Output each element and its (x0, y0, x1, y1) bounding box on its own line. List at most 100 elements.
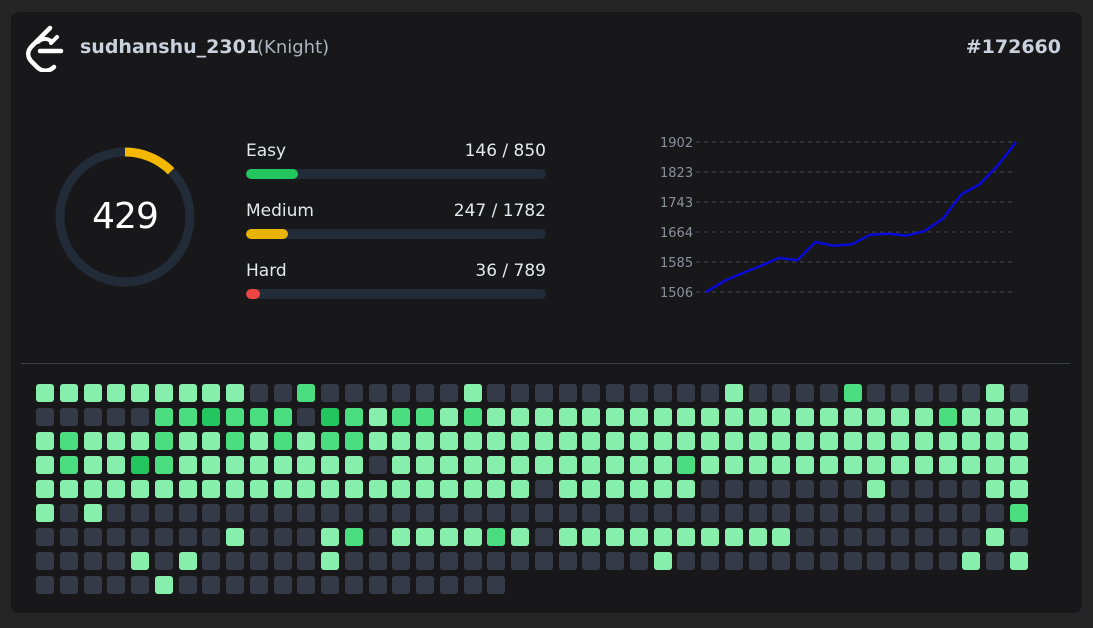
heatmap-cell[interactable] (701, 432, 719, 450)
heatmap-cell[interactable] (534, 528, 553, 546)
heatmap-cell[interactable] (558, 552, 577, 570)
heatmap-cell[interactable] (677, 408, 696, 426)
heatmap-cell[interactable] (226, 480, 244, 498)
heatmap-cell[interactable] (202, 384, 221, 402)
heatmap-cell[interactable] (1009, 432, 1028, 450)
heatmap-cell[interactable] (914, 456, 933, 474)
heatmap-cell[interactable] (558, 456, 577, 474)
heatmap-cell[interactable] (202, 552, 221, 570)
heatmap-cell[interactable] (249, 552, 268, 570)
heatmap-cell[interactable] (36, 408, 54, 426)
heatmap-cell[interactable] (368, 552, 387, 570)
heatmap-cell[interactable] (962, 408, 981, 426)
heatmap-cell[interactable] (653, 528, 672, 546)
heatmap-cell[interactable] (416, 552, 434, 570)
heatmap-cell[interactable] (867, 504, 886, 522)
heatmap-cell[interactable] (463, 576, 482, 594)
heatmap-cell[interactable] (701, 528, 719, 546)
heatmap-cell[interactable] (914, 504, 933, 522)
heatmap-cell[interactable] (154, 576, 173, 594)
heatmap-cell[interactable] (368, 456, 387, 474)
heatmap-cell[interactable] (392, 456, 411, 474)
heatmap-cell[interactable] (629, 504, 648, 522)
heatmap-cell[interactable] (1009, 552, 1028, 570)
heatmap-cell[interactable] (131, 432, 149, 450)
heatmap-cell[interactable] (59, 480, 78, 498)
heatmap-cell[interactable] (487, 504, 506, 522)
heatmap-cell[interactable] (463, 552, 482, 570)
heatmap-cell[interactable] (606, 384, 624, 402)
heatmap-cell[interactable] (368, 408, 387, 426)
heatmap-cell[interactable] (202, 528, 221, 546)
heatmap-cell[interactable] (914, 480, 933, 498)
heatmap-cell[interactable] (368, 432, 387, 450)
heatmap-cell[interactable] (249, 504, 268, 522)
heatmap-cell[interactable] (701, 552, 719, 570)
heatmap-cell[interactable] (962, 456, 981, 474)
heatmap-cell[interactable] (392, 384, 411, 402)
heatmap-cell[interactable] (843, 528, 862, 546)
heatmap-cell[interactable] (677, 456, 696, 474)
heatmap-cell[interactable] (724, 528, 743, 546)
heatmap-cell[interactable] (867, 528, 886, 546)
heatmap-cell[interactable] (368, 384, 387, 402)
heatmap-cell[interactable] (938, 480, 957, 498)
heatmap-cell[interactable] (1009, 528, 1028, 546)
heatmap-cell[interactable] (83, 384, 102, 402)
heatmap-cell[interactable] (606, 504, 624, 522)
heatmap-cell[interactable] (843, 456, 862, 474)
heatmap-cell[interactable] (226, 552, 244, 570)
heatmap-cell[interactable] (249, 432, 268, 450)
heatmap-cell[interactable] (606, 408, 624, 426)
heatmap-cell[interactable] (487, 456, 506, 474)
heatmap-cell[interactable] (392, 432, 411, 450)
heatmap-cell[interactable] (796, 456, 814, 474)
heatmap-cell[interactable] (867, 432, 886, 450)
heatmap-cell[interactable] (629, 456, 648, 474)
heatmap-cell[interactable] (178, 456, 197, 474)
heatmap-cell[interactable] (321, 528, 339, 546)
heatmap-cell[interactable] (463, 456, 482, 474)
heatmap-cell[interactable] (582, 528, 601, 546)
heatmap-cell[interactable] (724, 480, 743, 498)
heatmap-cell[interactable] (154, 504, 173, 522)
heatmap-cell[interactable] (416, 504, 434, 522)
heatmap-cell[interactable] (772, 384, 791, 402)
heatmap-cell[interactable] (582, 456, 601, 474)
heatmap-cell[interactable] (202, 504, 221, 522)
heatmap-cell[interactable] (534, 408, 553, 426)
heatmap-cell[interactable] (653, 552, 672, 570)
heatmap-cell[interactable] (83, 432, 102, 450)
heatmap-cell[interactable] (558, 504, 577, 522)
heatmap-cell[interactable] (938, 528, 957, 546)
heatmap-cell[interactable] (83, 408, 102, 426)
heatmap-cell[interactable] (772, 408, 791, 426)
heatmap-cell[interactable] (772, 480, 791, 498)
heatmap-cell[interactable] (748, 528, 767, 546)
heatmap-cell[interactable] (344, 384, 363, 402)
heatmap-cell[interactable] (558, 528, 577, 546)
heatmap-cell[interactable] (914, 408, 933, 426)
heatmap-cell[interactable] (178, 432, 197, 450)
heatmap-cell[interactable] (321, 552, 339, 570)
heatmap-cell[interactable] (1009, 480, 1028, 498)
heatmap-cell[interactable] (891, 384, 909, 402)
heatmap-cell[interactable] (439, 504, 458, 522)
heatmap-cell[interactable] (558, 480, 577, 498)
heatmap-cell[interactable] (677, 552, 696, 570)
heatmap-cell[interactable] (178, 552, 197, 570)
heatmap-cell[interactable] (59, 552, 78, 570)
heatmap-cell[interactable] (107, 408, 126, 426)
heatmap-cell[interactable] (297, 552, 316, 570)
heatmap-cell[interactable] (653, 384, 672, 402)
heatmap-cell[interactable] (914, 528, 933, 546)
heatmap-cell[interactable] (344, 408, 363, 426)
heatmap-cell[interactable] (534, 456, 553, 474)
heatmap-cell[interactable] (558, 432, 577, 450)
heatmap-cell[interactable] (321, 504, 339, 522)
heatmap-cell[interactable] (772, 432, 791, 450)
heatmap-cell[interactable] (748, 504, 767, 522)
heatmap-cell[interactable] (891, 552, 909, 570)
heatmap-cell[interactable] (463, 432, 482, 450)
heatmap-cell[interactable] (416, 456, 434, 474)
